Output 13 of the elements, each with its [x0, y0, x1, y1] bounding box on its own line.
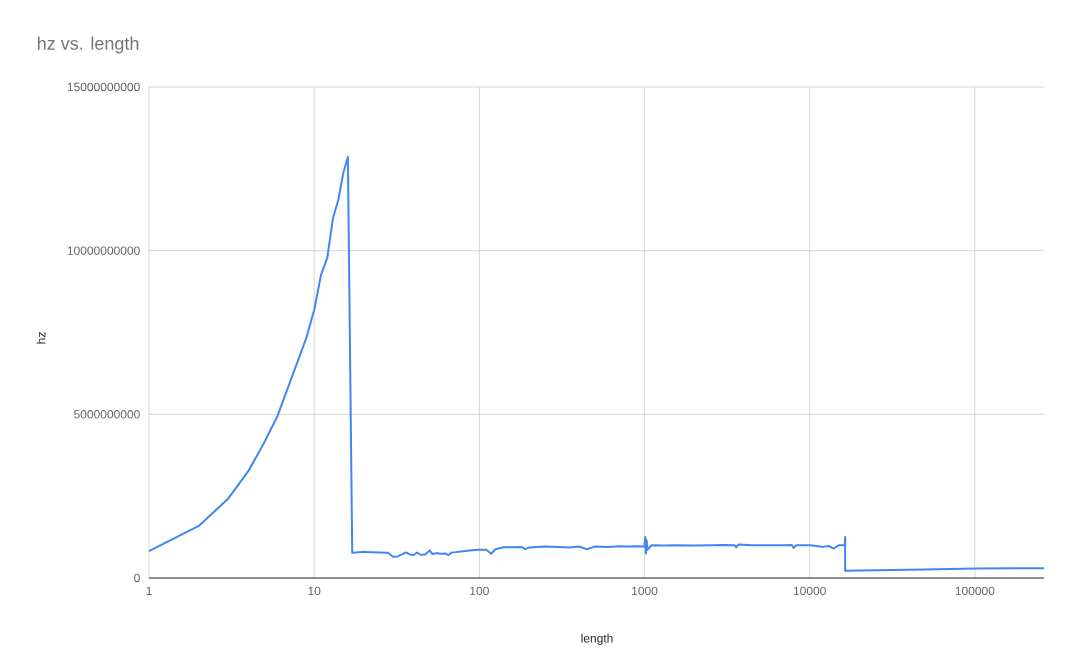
x-axis-title: length — [581, 633, 613, 645]
x-tick-label: 1 — [146, 586, 152, 595]
x-tick-label: 1000 — [632, 586, 658, 596]
x-tick-label: 100000 — [955, 586, 995, 596]
x-tick-label: 10 — [308, 586, 321, 596]
x-tick-label: 10000 — [793, 586, 826, 596]
y-axis-title: hz — [36, 332, 46, 344]
x-tick-label: 100 — [470, 586, 489, 596]
y-tick-label: 5000000000 — [74, 410, 140, 419]
y-tick-label: 0 — [134, 573, 140, 583]
y-tick-label: 15000000000 — [67, 82, 140, 92]
chart-title: hz vs. length — [37, 36, 139, 54]
y-tick-label: 10000000000 — [67, 246, 140, 255]
